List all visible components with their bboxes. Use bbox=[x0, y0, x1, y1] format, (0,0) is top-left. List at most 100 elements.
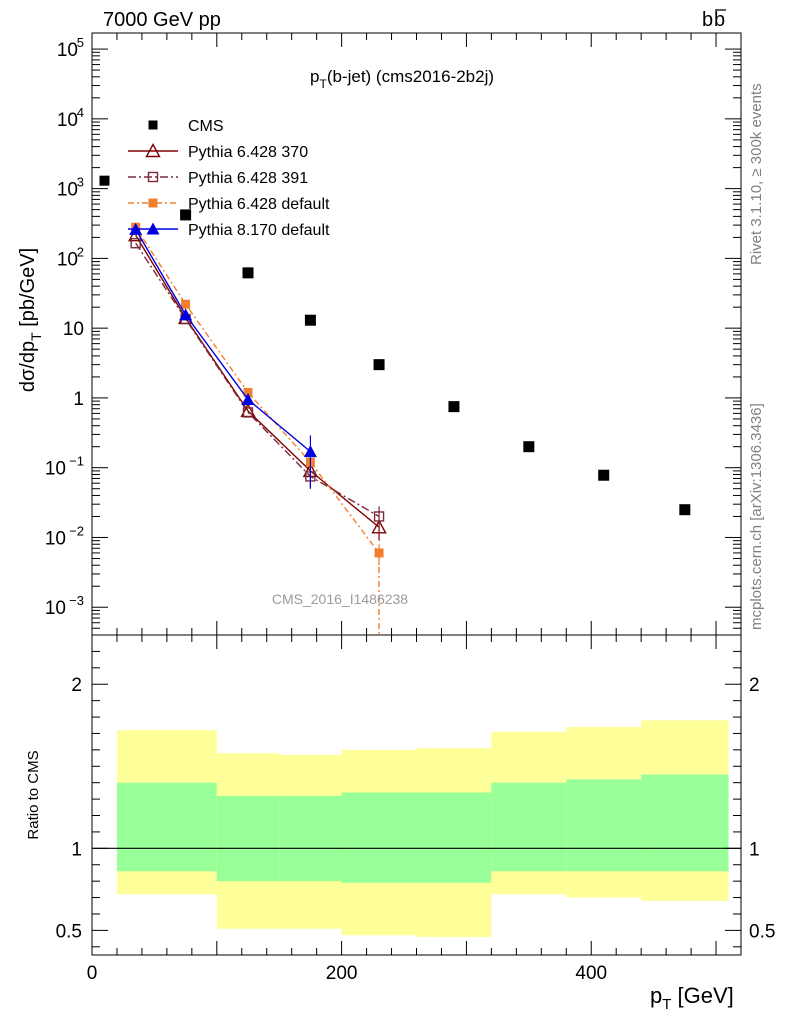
plot-title-p: p bbox=[310, 67, 319, 86]
data-point bbox=[179, 308, 193, 321]
y-tick-mantissa: 10 bbox=[45, 459, 66, 480]
data-point bbox=[371, 519, 387, 534]
ratio-y-label: Ratio to CMS bbox=[25, 750, 42, 839]
y-tick-label: 105 bbox=[57, 35, 84, 61]
series-line bbox=[135, 226, 380, 554]
process-b: b bbox=[702, 9, 713, 31]
y-tick-mantissa: 10 bbox=[57, 249, 78, 270]
series-cms bbox=[180, 209, 691, 516]
data-point bbox=[373, 511, 385, 522]
green-band bbox=[279, 795, 342, 882]
data-point bbox=[99, 175, 110, 186]
uncertainty-bands bbox=[116, 720, 729, 937]
data-point bbox=[243, 387, 253, 397]
data-series bbox=[128, 209, 691, 635]
analysis-watermark: CMS_2016_I1486238 bbox=[272, 591, 408, 607]
ratio-y-tick-label-left: 2 bbox=[71, 675, 82, 696]
green-band bbox=[116, 782, 217, 872]
y-tick-mantissa: 10 bbox=[57, 110, 78, 131]
y-tick-label: 10 bbox=[63, 319, 84, 340]
y-tick-label: 103 bbox=[57, 175, 84, 201]
plot-title-rest: (b-jet) (cms2016-2b2j) bbox=[327, 67, 494, 86]
data-point bbox=[242, 267, 254, 279]
data-point bbox=[523, 441, 535, 453]
ratio-y-tick-label-right: 0.5 bbox=[749, 921, 775, 942]
data-point bbox=[148, 198, 158, 208]
y-tick-mantissa: 10 bbox=[57, 40, 78, 61]
x-tick-label: 400 bbox=[575, 963, 607, 984]
legend-item: Pythia 6.428 default bbox=[128, 196, 330, 213]
data-point bbox=[679, 504, 691, 516]
series-line bbox=[135, 242, 380, 518]
series-pythia-8-170-default bbox=[129, 222, 317, 489]
green-band bbox=[216, 795, 280, 882]
data-point bbox=[448, 401, 460, 413]
process-bbar: b bbox=[714, 9, 725, 31]
y-tick-exponent: −3 bbox=[69, 593, 84, 608]
green-band bbox=[491, 782, 567, 872]
legend-item: Pythia 6.428 370 bbox=[128, 143, 308, 161]
green-band bbox=[641, 774, 729, 872]
legend-label: Pythia 6.428 default bbox=[188, 196, 330, 213]
ratio-y-tick-label-right: 1 bbox=[749, 839, 760, 860]
ratio-y-tick-label-left: 0.5 bbox=[56, 921, 82, 942]
ratio-y-tick-label-left: 1 bbox=[71, 839, 82, 860]
x-tick-label: 0 bbox=[87, 963, 98, 984]
plot-title: pT(b-jet) (cms2016-2b2j) bbox=[310, 67, 494, 91]
energy-label: 7000 GeV pp bbox=[103, 9, 221, 31]
series-pythia-6-428-391 bbox=[130, 238, 385, 532]
rivet-label: Rivet 3.1.10, ≥ 300k events bbox=[748, 83, 765, 265]
y-axis-label: dσ/dpT [pb/GeV] bbox=[17, 248, 44, 392]
series-pythia-6-428-default bbox=[131, 222, 384, 566]
series-line bbox=[135, 229, 311, 453]
y-tick-exponent: −2 bbox=[69, 523, 84, 538]
green-band bbox=[416, 792, 492, 883]
x-tick-label: 200 bbox=[326, 963, 358, 984]
data-point bbox=[145, 143, 161, 158]
x-axis-label-rest: [GeV] bbox=[671, 983, 733, 1008]
data-point bbox=[241, 392, 255, 405]
y-tick-exponent: 5 bbox=[77, 35, 84, 50]
data-point bbox=[148, 120, 158, 130]
x-axis-label-sub: T bbox=[662, 996, 671, 1013]
legend-label: Pythia 8.170 default bbox=[188, 222, 330, 239]
y-tick-exponent: −1 bbox=[69, 454, 84, 469]
y-tick-exponent: 3 bbox=[77, 175, 84, 190]
legend-label: Pythia 6.428 370 bbox=[188, 144, 308, 161]
green-band bbox=[341, 792, 417, 883]
y-tick-label: 102 bbox=[57, 244, 84, 270]
process-label: b b bbox=[702, 9, 726, 31]
y-tick-label: 1 bbox=[73, 389, 84, 410]
y-tick-mantissa: 10 bbox=[45, 528, 66, 549]
data-point bbox=[147, 171, 159, 183]
legend-label: Pythia 6.428 391 bbox=[188, 170, 308, 187]
y-tick-exponent: 4 bbox=[77, 105, 84, 120]
series-line bbox=[135, 234, 380, 528]
x-axis-label: pT [GeV] bbox=[650, 983, 734, 1013]
y-tick-label: 10 −2 bbox=[45, 523, 84, 549]
legend: CMS Pythia 6.428 370 Pythia 6.428 391 Pythi… bbox=[99, 118, 330, 239]
y-tick-label: 10 −3 bbox=[45, 593, 84, 619]
y-tick-mantissa: 10 bbox=[45, 598, 66, 619]
y-tick-label: 104 bbox=[57, 105, 84, 131]
plot-title-sub: T bbox=[319, 77, 327, 91]
y-tick-mantissa: 10 bbox=[57, 180, 78, 201]
y-tick-label: 10 −1 bbox=[45, 454, 84, 480]
data-point bbox=[242, 407, 254, 418]
y-axis-label-b: [pb/GeV] bbox=[17, 248, 39, 333]
mcplots-label: mcplots.cern.ch [arXiv:1306.3436] bbox=[748, 403, 765, 630]
data-point bbox=[130, 238, 141, 249]
legend-label: CMS bbox=[188, 118, 224, 135]
ratio-panel: 2 21 10.5 0.50 200 400 Ratio to CMS pT [GeV] bbox=[25, 634, 775, 1013]
data-point bbox=[146, 222, 160, 235]
x-axis-label-p: p bbox=[650, 983, 662, 1008]
data-point bbox=[373, 359, 385, 371]
legend-item: Pythia 8.170 default bbox=[128, 222, 330, 239]
green-band bbox=[566, 779, 642, 872]
y-axis-label-sub: T bbox=[28, 332, 44, 341]
legend-item: CMS bbox=[148, 118, 224, 135]
ratio-y-tick-label-right: 2 bbox=[749, 675, 760, 696]
